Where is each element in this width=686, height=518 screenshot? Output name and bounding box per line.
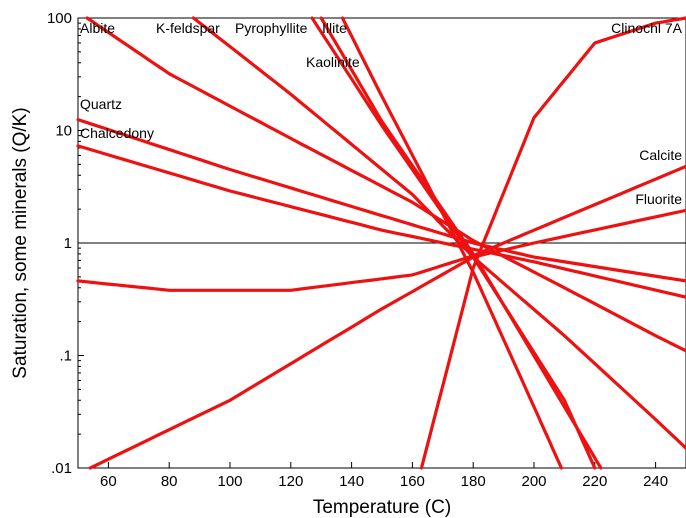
label-albite: Albite xyxy=(80,20,115,36)
label-calcite: Calcite xyxy=(639,147,682,163)
y-tick-label: .01 xyxy=(51,460,72,477)
x-tick-label: 180 xyxy=(461,473,486,490)
curve-fluorite xyxy=(88,208,686,470)
y-tick-label: 1 xyxy=(64,235,72,252)
mineral-curves xyxy=(76,16,686,470)
x-tick-label: 200 xyxy=(521,473,546,490)
x-tick-label: 120 xyxy=(278,473,303,490)
label-chalcedony: Chalcedony xyxy=(80,125,154,141)
x-tick-label: 100 xyxy=(217,473,242,490)
curve-clinochl-7a xyxy=(419,16,686,470)
label-illite: Illite xyxy=(322,20,347,36)
x-tick-label: 240 xyxy=(643,473,668,490)
x-tick-label: 60 xyxy=(100,473,117,490)
x-tick-label: 140 xyxy=(339,473,364,490)
label-clinochl-7a: Clinochl 7A xyxy=(611,20,682,36)
x-axis-title: Temperature (C) xyxy=(313,497,451,518)
curve-quartz xyxy=(76,118,686,283)
y-axis-title: Saturation, some minerals (Q/K) xyxy=(10,107,31,378)
curve-calcite xyxy=(76,164,686,292)
y-tick-label: .1 xyxy=(59,348,72,365)
y-tick-label: 100 xyxy=(47,10,72,27)
curve-illite xyxy=(319,16,603,470)
y-tick-label: 10 xyxy=(55,123,72,140)
y-axis-ticks: .01 .1 1 10 100 xyxy=(47,10,84,477)
label-quartz: Quartz xyxy=(80,96,122,112)
label-k-feldspar: K-feldspar xyxy=(156,20,220,36)
label-kaolinite: Kaolinite xyxy=(306,54,360,70)
label-pyrophyllite: Pyrophyllite xyxy=(235,20,308,36)
curve-labels: Albite K-feldspar Pyrophyllite Illite Kaolin… xyxy=(80,20,683,207)
x-axis-ticks: 60 80 100 120 140 160 180 200 220 240 xyxy=(100,462,668,490)
curve-albite xyxy=(85,16,686,353)
x-tick-label: 80 xyxy=(161,473,178,490)
x-tick-label: 220 xyxy=(582,473,607,490)
label-fluorite: Fluorite xyxy=(635,191,682,207)
curve-chalcedony xyxy=(76,144,686,299)
x-tick-label: 160 xyxy=(400,473,425,490)
